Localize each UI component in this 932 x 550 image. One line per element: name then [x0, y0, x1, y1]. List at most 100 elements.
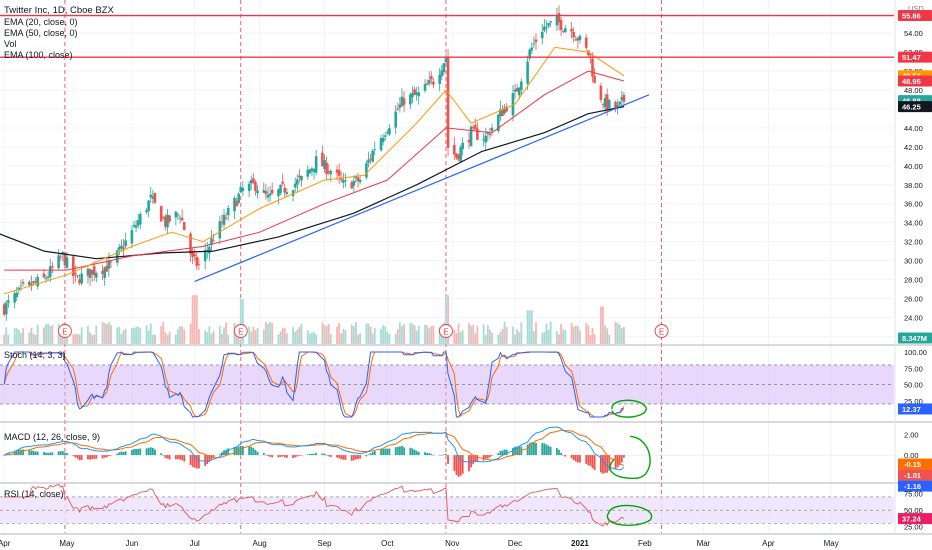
macd-histogram-bar	[72, 455, 75, 456]
volume-bar	[139, 328, 142, 344]
macd-value-box[interactable]	[898, 469, 932, 481]
stoch-title[interactable]: Stoch (14, 3, 3)	[4, 350, 66, 360]
macd-histogram-bar	[105, 455, 108, 458]
volume-bar	[415, 330, 418, 344]
price-label-box[interactable]	[898, 75, 932, 87]
volume-bar	[547, 329, 550, 344]
candle-body	[409, 94, 412, 105]
macd-value-box[interactable]	[898, 458, 932, 470]
indicator-label-ema20[interactable]: EMA (20, close, 0)	[4, 17, 78, 27]
candle-body	[415, 92, 418, 95]
macd-histogram-bar	[43, 451, 45, 456]
candle-body	[19, 285, 23, 287]
candle-body	[162, 217, 165, 219]
volume-bar	[181, 326, 184, 344]
macd-value-box[interactable]	[898, 480, 932, 492]
price-tick-label: 34.00	[904, 219, 923, 228]
macd-histogram-bar	[78, 455, 81, 461]
macd-histogram-bar	[57, 451, 60, 456]
macd-histogram-bar	[476, 455, 479, 462]
price-tick-label: 38.00	[904, 181, 923, 190]
volume-bar	[89, 332, 91, 344]
candle-body	[28, 281, 31, 286]
volume-bar	[549, 321, 552, 344]
trendline-group[interactable]	[194, 94, 650, 283]
earnings-marker[interactable]	[439, 324, 453, 338]
rsi-title[interactable]: RSI (14, close)	[4, 489, 64, 499]
volume-bar	[34, 334, 37, 344]
indicator-label-vol[interactable]: Vol	[4, 39, 17, 49]
earnings-marker[interactable]	[57, 324, 72, 338]
candle-body	[210, 238, 213, 245]
candle-body	[90, 270, 94, 275]
macd-histogram-bar	[116, 453, 119, 456]
macd-histogram-bar	[518, 446, 521, 456]
ema100-line	[0, 106, 625, 260]
volume-bar	[122, 330, 125, 344]
rsi-value-box[interactable]	[898, 513, 932, 525]
macd-histogram-bar	[20, 449, 22, 456]
macd-histogram-bar	[36, 451, 39, 456]
macd-title[interactable]: MACD (12, 26, close, 9)	[4, 432, 100, 442]
macd-histogram-bar	[369, 453, 372, 456]
price-label-box[interactable]	[898, 101, 932, 113]
price-tick-label: 30.00	[904, 257, 923, 266]
candle-body	[534, 39, 538, 43]
candle-body	[501, 109, 504, 116]
macd-histogram-bar	[365, 455, 368, 457]
macd-histogram-bar	[164, 455, 167, 459]
macd-histogram-bar	[135, 448, 137, 456]
volume-bar	[78, 334, 81, 344]
volume-bar	[208, 326, 211, 344]
macd-histogram-bar	[593, 455, 596, 471]
price-axis[interactable]: 54.0052.0050.0048.0046.0044.0042.0040.00…	[898, 10, 932, 532]
candle-body	[563, 28, 567, 33]
time-axis[interactable]: Apr May Jun Jul Aug Sep Oct Nov Dec 2021 Feb Mar Apr…	[0, 539, 839, 548]
stoch-k-line	[3, 351, 624, 418]
price-label-box[interactable]	[898, 51, 932, 63]
macd-histogram-bar	[440, 454, 443, 456]
ema50-line	[4, 70, 625, 271]
candle-body	[587, 50, 590, 56]
candle-body	[293, 183, 297, 188]
volume-bar	[574, 325, 577, 344]
trendline[interactable]	[194, 94, 650, 283]
candle-body	[614, 101, 617, 109]
macd-histogram-bar	[131, 450, 133, 456]
candle-body	[388, 128, 391, 135]
volume-bar	[279, 331, 282, 344]
earnings-marker[interactable]	[654, 324, 669, 338]
price-label-box[interactable]	[898, 332, 932, 344]
volume-bar	[457, 323, 460, 344]
price-label-box[interactable]	[898, 10, 932, 22]
candle-body	[618, 101, 622, 105]
macd-histogram-bar	[195, 455, 198, 469]
macd-histogram-bar	[95, 455, 98, 459]
stoch-value-box[interactable]	[898, 403, 932, 415]
volume-bar	[620, 328, 623, 344]
macd-histogram-bar	[526, 444, 529, 456]
earnings-marker[interactable]	[233, 324, 248, 338]
price-tick-label: 28.00	[904, 276, 923, 285]
candle-body	[601, 104, 605, 105]
volume-bar	[342, 328, 345, 344]
horizontal-levels[interactable]	[0, 14, 894, 58]
candle-body	[218, 221, 222, 239]
volume-bar	[51, 324, 54, 344]
candle-body	[520, 81, 523, 90]
candle-body	[176, 214, 180, 216]
candle-body	[344, 180, 347, 181]
volume-bar	[149, 323, 152, 344]
volume-bar	[564, 329, 567, 344]
candle-body	[555, 16, 559, 26]
candle-body	[298, 175, 301, 178]
macd-histogram-bar	[424, 452, 426, 456]
rsi-circle-annotation	[606, 504, 653, 526]
candle-body	[398, 104, 402, 108]
indicator-label-ema50[interactable]: EMA (50, close, 0)	[4, 28, 78, 38]
macd-histogram-bar	[91, 455, 94, 459]
candle-body	[86, 268, 90, 276]
indicator-label-ema100[interactable]: EMA (100, close)	[4, 50, 73, 60]
